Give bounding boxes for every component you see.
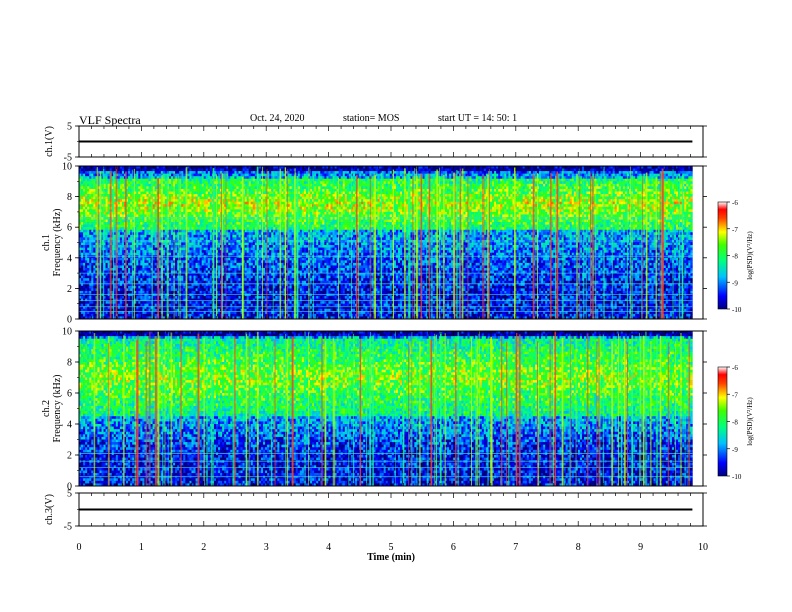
colorbar-tick-label: -10 (732, 306, 742, 314)
ch2-spectrogram-ylabel: Frequency (kHz) (52, 374, 63, 442)
colorbar-tick-label: -9 (732, 279, 738, 287)
x-tick-label: 0 (77, 542, 82, 553)
y-tick-label: 5 (67, 489, 72, 500)
colorbar-tick-label: -8 (732, 253, 738, 261)
y-tick-label: 2 (67, 451, 72, 462)
ch1-spectrogram-ylabel: Frequency (kHz) (52, 208, 63, 276)
ch2-spectrogram-colorbar-label: log(PSD)(V²/Hz) (746, 397, 754, 446)
ch1-spectrogram-colorbar-label: log(PSD)(V²/Hz) (746, 231, 754, 280)
ch1-spectrogram-ylabel: ch.1 (41, 234, 52, 251)
y-tick-label: 0 (67, 315, 72, 326)
x-tick-label: 2 (201, 542, 206, 553)
ch2-spectrogram-colorbar (718, 367, 727, 476)
colorbar-tick-label: -9 (732, 446, 738, 454)
y-tick-label: 2 (67, 284, 72, 295)
colorbar-tick-label: -7 (732, 226, 738, 234)
colorbar-tick-label: -10 (732, 473, 742, 481)
colorbar-tick-label: -6 (732, 199, 738, 207)
x-tick-label: 10 (698, 542, 708, 553)
y-tick-label: 10 (62, 162, 72, 173)
y-tick-label: 4 (67, 253, 72, 264)
x-tick-label: 3 (264, 542, 269, 553)
ch2-spectrogram-ylabel: ch.2 (41, 400, 52, 417)
x-axis-label: Time (min) (367, 552, 415, 563)
x-tick-label: 8 (576, 542, 581, 553)
x-tick-label: 9 (638, 542, 643, 553)
x-tick-label: 4 (326, 542, 331, 553)
ch3-voltage-ylabel: ch.3(V) (44, 494, 55, 525)
y-tick-label: 10 (62, 327, 72, 338)
ch1-voltage-ylabel: ch.1(V) (44, 126, 55, 157)
y-tick-label: 6 (67, 223, 72, 234)
x-tick-label: 7 (513, 542, 518, 553)
colorbar-tick-label: -6 (732, 364, 738, 372)
y-tick-label: 4 (67, 420, 72, 431)
spectrogram-cells (79, 166, 693, 319)
y-tick-label: 8 (67, 358, 72, 369)
y-tick-label: 5 (67, 122, 72, 133)
y-tick-label: 6 (67, 389, 72, 400)
ch1-spectrogram-colorbar (718, 202, 727, 309)
y-tick-label: -5 (64, 522, 72, 533)
y-tick-label: 8 (67, 192, 72, 203)
colorbar-tick-label: -7 (732, 391, 738, 399)
colorbar-tick-label: -8 (732, 419, 738, 427)
x-tick-label: 6 (451, 542, 456, 553)
x-tick-label: 1 (139, 542, 144, 553)
